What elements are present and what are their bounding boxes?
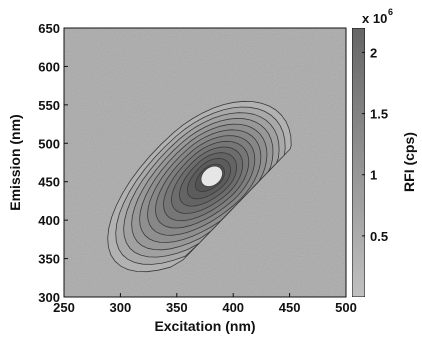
x-tick-label: 350	[166, 300, 188, 315]
plot-frame	[63, 27, 347, 298]
y-tick-label: 550	[38, 98, 60, 113]
y-tick-label: 650	[38, 21, 60, 36]
y-tick-label: 400	[38, 213, 60, 228]
y-axis: 300 350 400 450 500 550 600 650	[38, 21, 68, 305]
plot-area	[63, 27, 347, 298]
colorbar-ticks: 0.5 1 1.5 2	[362, 45, 388, 244]
y-tick-label: 350	[38, 252, 60, 267]
x-axis: 250 300 350 400 450 500	[53, 293, 357, 315]
y-tick-label: 300	[38, 290, 60, 305]
y-tick-label: 450	[38, 175, 60, 190]
x-tick-label: 450	[279, 300, 301, 315]
x-axis-label: Excitation (nm)	[154, 318, 255, 334]
x-tick-label: 300	[110, 300, 132, 315]
colorbar-multiplier: x 10	[362, 11, 387, 26]
y-axis-label: Emission (nm)	[7, 114, 23, 210]
x-tick-label: 250	[53, 300, 75, 315]
colorbar-tick-label: 2	[370, 45, 377, 60]
contour-levels	[107, 100, 292, 273]
peak-highlight	[200, 165, 224, 188]
y-tick-label: 500	[38, 136, 60, 151]
colorbar-gradient	[351, 27, 366, 298]
colorbar-label: RFI (cps)	[401, 132, 417, 192]
y-tick-label: 600	[38, 59, 60, 74]
colorbar-tick-label: 1.5	[370, 107, 388, 122]
colorbar-exponent: 6	[388, 7, 393, 17]
colorbar: 0.5 1 1.5 2 x 10 6 RFI (cps)	[351, 7, 417, 298]
colorbar-tick-label: 0.5	[370, 229, 388, 244]
x-tick-label: 400	[222, 300, 244, 315]
x-tick-label: 500	[335, 300, 357, 315]
colorbar-tick-label: 1	[370, 168, 377, 183]
